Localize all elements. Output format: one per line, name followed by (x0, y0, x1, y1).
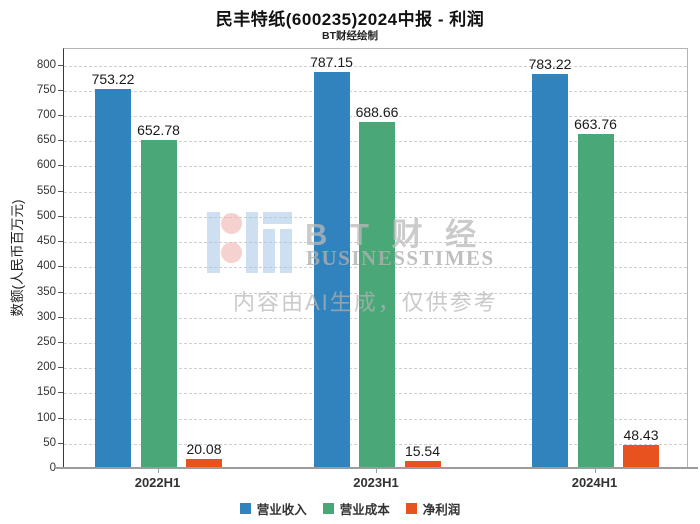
value-label: 787.15 (310, 54, 353, 71)
gridline (64, 90, 687, 92)
value-label: 753.22 (91, 71, 135, 88)
bar-营业成本-2024H1 (577, 134, 614, 469)
plot-area: 753.22 787.15 783.22 652.78 688.66 663.76 20.0… (63, 48, 688, 469)
bar-营业收入-2023H1 (313, 72, 350, 469)
x-tick-label: 2023H1 (353, 475, 399, 490)
y-tick-label: 650 (36, 134, 56, 147)
x-tick-label: 2024H1 (571, 475, 618, 490)
y-tick-label: 350 (36, 285, 56, 298)
y-tick-label: 800 (36, 58, 56, 71)
x-tick-mark (594, 469, 596, 473)
value-label: 48.43 (623, 426, 659, 443)
legend-swatch (239, 503, 251, 514)
y-tick-mark (58, 316, 63, 318)
y-tick-mark (58, 291, 63, 293)
legend-item-营业成本: 营业成本 (322, 499, 390, 518)
y-tick-label: 100 (36, 411, 56, 424)
gridline (64, 65, 687, 67)
y-tick-mark (58, 266, 63, 268)
value-label: 663.76 (574, 116, 617, 133)
chart-legend: 营业收入 营业成本 净利润 (0, 499, 700, 518)
y-tick-label: 450 (36, 235, 56, 248)
x-tick-label: 2022H1 (134, 475, 181, 490)
y-tick-mark (58, 241, 63, 243)
y-tick-mark (58, 140, 63, 142)
x-tick-mark (376, 469, 377, 473)
y-tick-label: 700 (36, 109, 56, 122)
value-label: 20.08 (186, 440, 222, 457)
x-axis-line (55, 467, 698, 469)
y-tick-label: 750 (36, 83, 56, 96)
y-tick-label: 200 (36, 361, 56, 374)
y-tick-mark (58, 215, 63, 217)
bar-净利润-2022H1 (186, 458, 222, 469)
y-tick-label: 600 (36, 159, 56, 172)
bar-营业成本-2023H1 (359, 121, 395, 469)
chart-subtitle: BT财经绘制 (322, 30, 378, 42)
y-tick-mark (58, 165, 63, 167)
gridline (64, 116, 687, 118)
y-tick-label: 550 (36, 184, 56, 197)
y-tick-label: 500 (36, 209, 56, 222)
y-tick-label: 50 (43, 436, 56, 449)
bar-净利润-2024H1 (623, 444, 659, 469)
chart-title: 民丰特纸(600235)2024中报 - 利润 (215, 10, 485, 29)
value-label: 652.78 (137, 121, 180, 138)
y-tick-mark (58, 115, 63, 117)
legend-swatch (405, 503, 417, 514)
y-tick-label: 0 (49, 462, 56, 474)
y-tick-mark (58, 190, 63, 192)
value-label: 15.54 (404, 443, 441, 460)
y-tick-label: 300 (36, 310, 56, 323)
value-label: 688.66 (355, 103, 399, 120)
y-tick-mark (58, 89, 63, 91)
legend-label: 营业收入 (256, 503, 307, 517)
y-tick-mark (58, 417, 63, 419)
y-tick-label: 250 (36, 335, 56, 348)
y-tick-mark (58, 341, 63, 343)
y-tick-mark (58, 64, 63, 66)
legend-item-净利润: 净利润 (405, 499, 461, 518)
bar-营业收入-2022H1 (95, 89, 131, 469)
legend-item-营业收入: 营业收入 (239, 499, 307, 518)
value-label: 783.22 (528, 56, 572, 73)
legend-label: 净利润 (422, 503, 461, 517)
y-tick-label: 150 (36, 386, 56, 399)
legend-label: 营业成本 (339, 503, 390, 517)
y-tick-label: 400 (36, 260, 56, 273)
y-tick-mark (58, 367, 63, 369)
y-tick-mark (58, 392, 63, 394)
x-tick-mark (157, 469, 159, 473)
bar-净利润-2023H1 (404, 461, 441, 469)
bar-营业成本-2022H1 (140, 139, 177, 469)
legend-swatch (322, 503, 334, 514)
y-tick-mark (58, 442, 63, 444)
bar-营业收入-2024H1 (532, 74, 568, 469)
